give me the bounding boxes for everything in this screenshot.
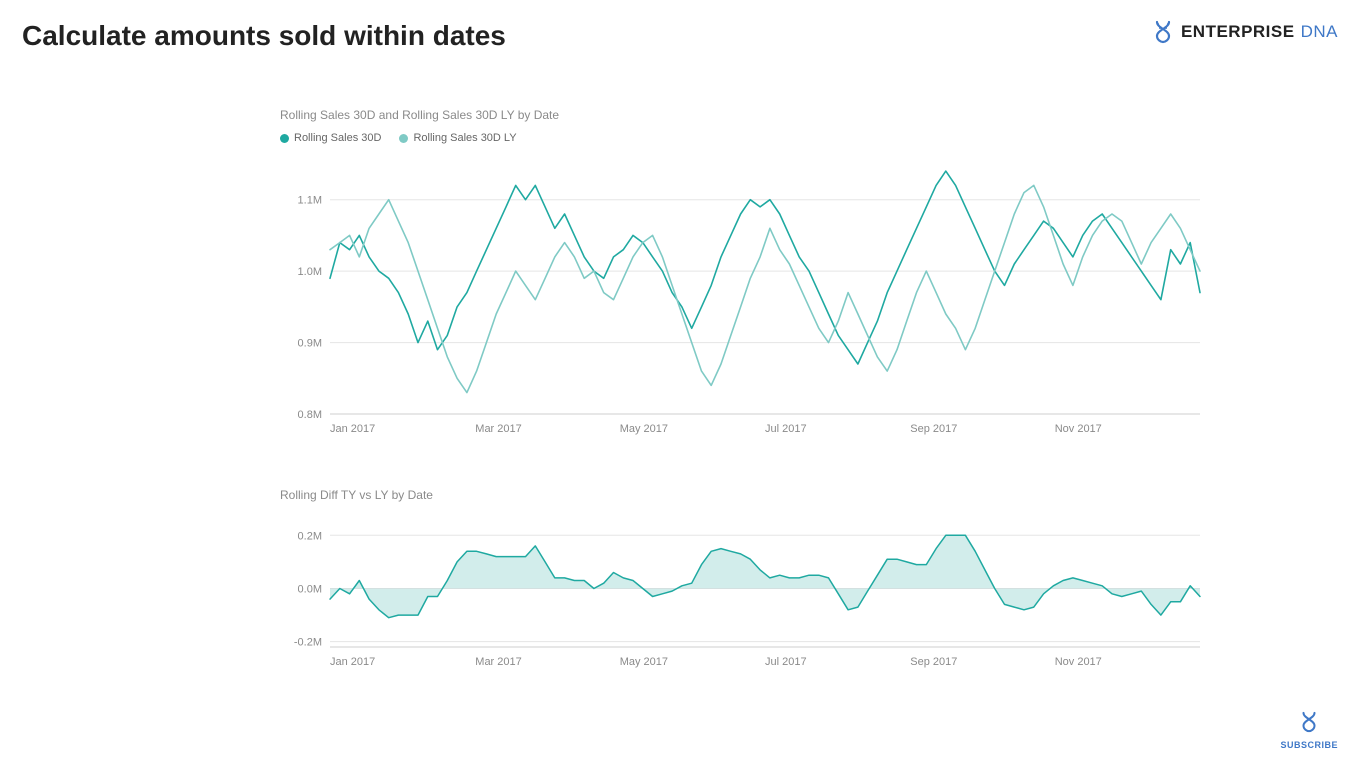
- svg-text:0.9M: 0.9M: [298, 338, 322, 350]
- legend-label-1: Rolling Sales 30D LY: [413, 132, 516, 144]
- svg-text:-0.2M: -0.2M: [294, 637, 322, 649]
- svg-text:Jul 2017: Jul 2017: [765, 656, 807, 668]
- legend-item-0[interactable]: Rolling Sales 30D: [280, 132, 381, 144]
- svg-text:May 2017: May 2017: [620, 656, 668, 668]
- chart1-legend: Rolling Sales 30D Rolling Sales 30D LY: [280, 132, 1240, 144]
- svg-text:Sep 2017: Sep 2017: [910, 423, 957, 435]
- legend-dot-0: [280, 134, 289, 143]
- legend-item-1[interactable]: Rolling Sales 30D LY: [399, 132, 516, 144]
- dna-icon: [1298, 711, 1320, 733]
- svg-text:Nov 2017: Nov 2017: [1055, 423, 1102, 435]
- svg-text:1.1M: 1.1M: [298, 195, 322, 207]
- brand-text-2: DNA: [1301, 22, 1338, 42]
- svg-text:Mar 2017: Mar 2017: [475, 656, 521, 668]
- subscribe-label: SUBSCRIBE: [1280, 740, 1338, 750]
- svg-text:Sep 2017: Sep 2017: [910, 656, 957, 668]
- svg-text:Jan 2017: Jan 2017: [330, 423, 375, 435]
- svg-text:Jan 2017: Jan 2017: [330, 656, 375, 668]
- svg-text:0.8M: 0.8M: [298, 409, 322, 421]
- dna-icon: [1151, 20, 1175, 44]
- svg-text:Jul 2017: Jul 2017: [765, 423, 807, 435]
- svg-text:Mar 2017: Mar 2017: [475, 423, 521, 435]
- chart2-canvas: -0.2M 0.0M 0.2M Jan 2017 Mar 2017 May 2017 Jul…: [280, 512, 1210, 682]
- brand-text-1: ENTERPRISE: [1181, 22, 1295, 42]
- svg-text:0.0M: 0.0M: [298, 583, 322, 595]
- legend-dot-1: [399, 134, 408, 143]
- svg-text:0.2M: 0.2M: [298, 530, 322, 542]
- chart2-title: Rolling Diff TY vs LY by Date: [280, 488, 1240, 502]
- legend-label-0: Rolling Sales 30D: [294, 132, 381, 144]
- page-title: Calculate amounts sold within dates: [22, 20, 506, 52]
- subscribe-button[interactable]: SUBSCRIBE: [1280, 711, 1338, 750]
- chart-rolling-sales: Rolling Sales 30D and Rolling Sales 30D …: [280, 108, 1240, 454]
- svg-text:May 2017: May 2017: [620, 423, 668, 435]
- chart-rolling-diff: Rolling Diff TY vs LY by Date -0.2M 0.0M 0…: [280, 488, 1240, 682]
- svg-text:1.0M: 1.0M: [298, 266, 322, 278]
- chart1-title: Rolling Sales 30D and Rolling Sales 30D …: [280, 108, 1240, 122]
- brand-logo: ENTERPRISE DNA: [1151, 20, 1338, 44]
- chart1-canvas: 0.8M 0.9M 1.0M 1.1M Jan 2017 Mar 2017 May 2017…: [280, 154, 1210, 454]
- svg-text:Nov 2017: Nov 2017: [1055, 656, 1102, 668]
